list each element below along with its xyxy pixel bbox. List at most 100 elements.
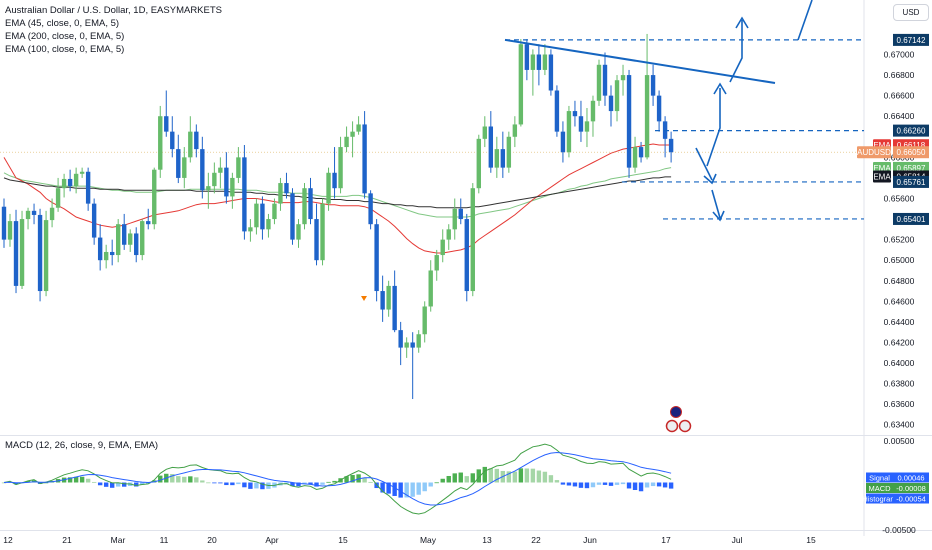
candle-body — [446, 229, 451, 240]
price-tag-value: 0.65761 — [897, 178, 926, 187]
event-marker — [361, 296, 367, 301]
price-tick-label: 0.64200 — [884, 337, 915, 347]
arrow-path — [695, 147, 713, 181]
currency-button[interactable]: USD — [893, 4, 929, 21]
macd-histogram-bar — [524, 468, 530, 483]
candle-body — [590, 100, 596, 122]
ema100-legend[interactable]: EMA (100, close, 0, EMA, 5) — [5, 44, 125, 55]
price-tag-value: 0.65401 — [897, 215, 926, 224]
candle-body — [79, 171, 85, 174]
candle-body — [494, 149, 500, 168]
symbol-title[interactable]: Australian Dollar / U.S. Dollar, 1D, EAS… — [5, 5, 222, 16]
candle-body — [1, 206, 7, 240]
candle-body — [566, 111, 572, 153]
price-tick-label: 0.65600 — [884, 193, 915, 203]
macd-histogram-bar — [662, 482, 668, 488]
candle-body — [614, 80, 620, 112]
candle-body — [182, 157, 187, 178]
candle-body — [278, 183, 283, 204]
candle-body — [140, 221, 145, 256]
time-tick-label: 20 — [207, 535, 217, 545]
macd-histogram-bar — [320, 482, 325, 485]
time-tick-label: 11 — [160, 535, 169, 545]
candle-body — [176, 149, 181, 178]
time-axis[interactable]: 12 21 Mar 11 20 Apr 15 May 13 22 Jun 17 Jul 15 — [3, 535, 816, 545]
time-tick-label: 21 — [62, 535, 72, 545]
annotations — [361, 0, 864, 433]
macd-histogram-bar — [470, 473, 475, 483]
candle-body — [620, 75, 626, 81]
macd-histogram-bar — [85, 478, 91, 483]
macd-histogram-bar — [440, 478, 445, 483]
macd-histogram-bar — [410, 482, 415, 497]
candle-body — [194, 131, 199, 150]
candle-body — [73, 173, 79, 187]
ema45-legend[interactable]: EMA (45, close, 0, EMA, 5) — [5, 18, 120, 29]
macd-histogram-bar — [344, 476, 349, 483]
arrow-head — [713, 82, 727, 95]
price-tag-bg — [893, 212, 929, 225]
time-tick-label: Jul — [732, 535, 743, 545]
macd-histogram-bar — [314, 482, 319, 487]
macd-histogram-bar — [248, 482, 253, 489]
time-tick-label: Mar — [111, 535, 126, 545]
candle-body — [230, 177, 235, 197]
macd-tick-label: -0.00500 — [882, 525, 916, 535]
macd-histogram-bar — [134, 482, 139, 487]
macd-tag-name: MACD — [868, 484, 891, 493]
candle-body — [374, 224, 379, 292]
candle-body — [122, 224, 127, 245]
price-tick-label: 0.67000 — [884, 50, 915, 60]
price-tag-name: AUDUSD — [857, 148, 891, 157]
candle-body — [284, 183, 289, 194]
macd-tag-value: 0.00046 — [897, 474, 924, 483]
macd-histogram-bar — [392, 482, 397, 496]
macd-histogram-bar — [1, 482, 7, 484]
macd-histogram-bar — [224, 482, 229, 486]
price-tag-value: 0.67142 — [897, 36, 926, 45]
candle-body — [115, 224, 121, 256]
price-tag-value: 0.66260 — [897, 127, 926, 136]
candle-body — [260, 203, 265, 230]
macd-histogram-bar — [548, 475, 554, 483]
macd-histogram-bar — [590, 482, 596, 488]
macd-histogram-bar — [518, 468, 524, 483]
candle-body — [320, 203, 325, 261]
macd-histogram-bar — [494, 468, 500, 483]
candle-body — [488, 126, 494, 168]
macd-legend[interactable]: MACD (12, 26, close, 9, EMA, EMA) — [5, 440, 159, 451]
macd-histogram-bar — [638, 482, 644, 492]
macd-histogram-bar — [290, 482, 295, 487]
price-tag-value: 0.66118 — [897, 141, 926, 150]
candle-body — [248, 227, 253, 232]
macd-histogram-bar — [368, 481, 373, 483]
macd-histogram-bar — [404, 482, 409, 498]
candle-body — [296, 224, 301, 240]
trendline — [504, 38, 776, 84]
candle-body — [43, 220, 49, 292]
macd-histogram-bar — [122, 482, 127, 487]
macd-histogram-bar — [25, 481, 31, 483]
ema200-line — [3, 176, 672, 209]
macd-histogram-bar — [326, 481, 331, 483]
macd-histogram-bar — [668, 482, 674, 489]
time-tick-label: 12 — [3, 535, 13, 545]
candle-body — [386, 285, 391, 310]
candle-body — [55, 188, 61, 208]
price-axis[interactable]: 0.670000.668000.666000.664000.660000.656… — [882, 50, 916, 535]
macd-histogram-bar — [554, 480, 560, 483]
signal-line — [3, 451, 672, 506]
price-tick-label: 0.63400 — [884, 420, 915, 430]
macd-histogram-bar — [79, 476, 85, 483]
macd-histogram-bar — [242, 482, 247, 488]
price-tick-label: 0.66800 — [884, 70, 915, 80]
ema200-legend[interactable]: EMA (200, close, 0, EMA, 5) — [5, 31, 125, 42]
candle-body — [200, 149, 205, 191]
arrow-path — [797, 0, 813, 41]
macd-histogram-bar — [103, 482, 109, 487]
macd-histogram-bar — [488, 468, 494, 483]
macd-histogram-bar — [572, 482, 578, 487]
macd-tag-bg — [893, 483, 929, 493]
macd-histogram-bar — [212, 482, 217, 484]
